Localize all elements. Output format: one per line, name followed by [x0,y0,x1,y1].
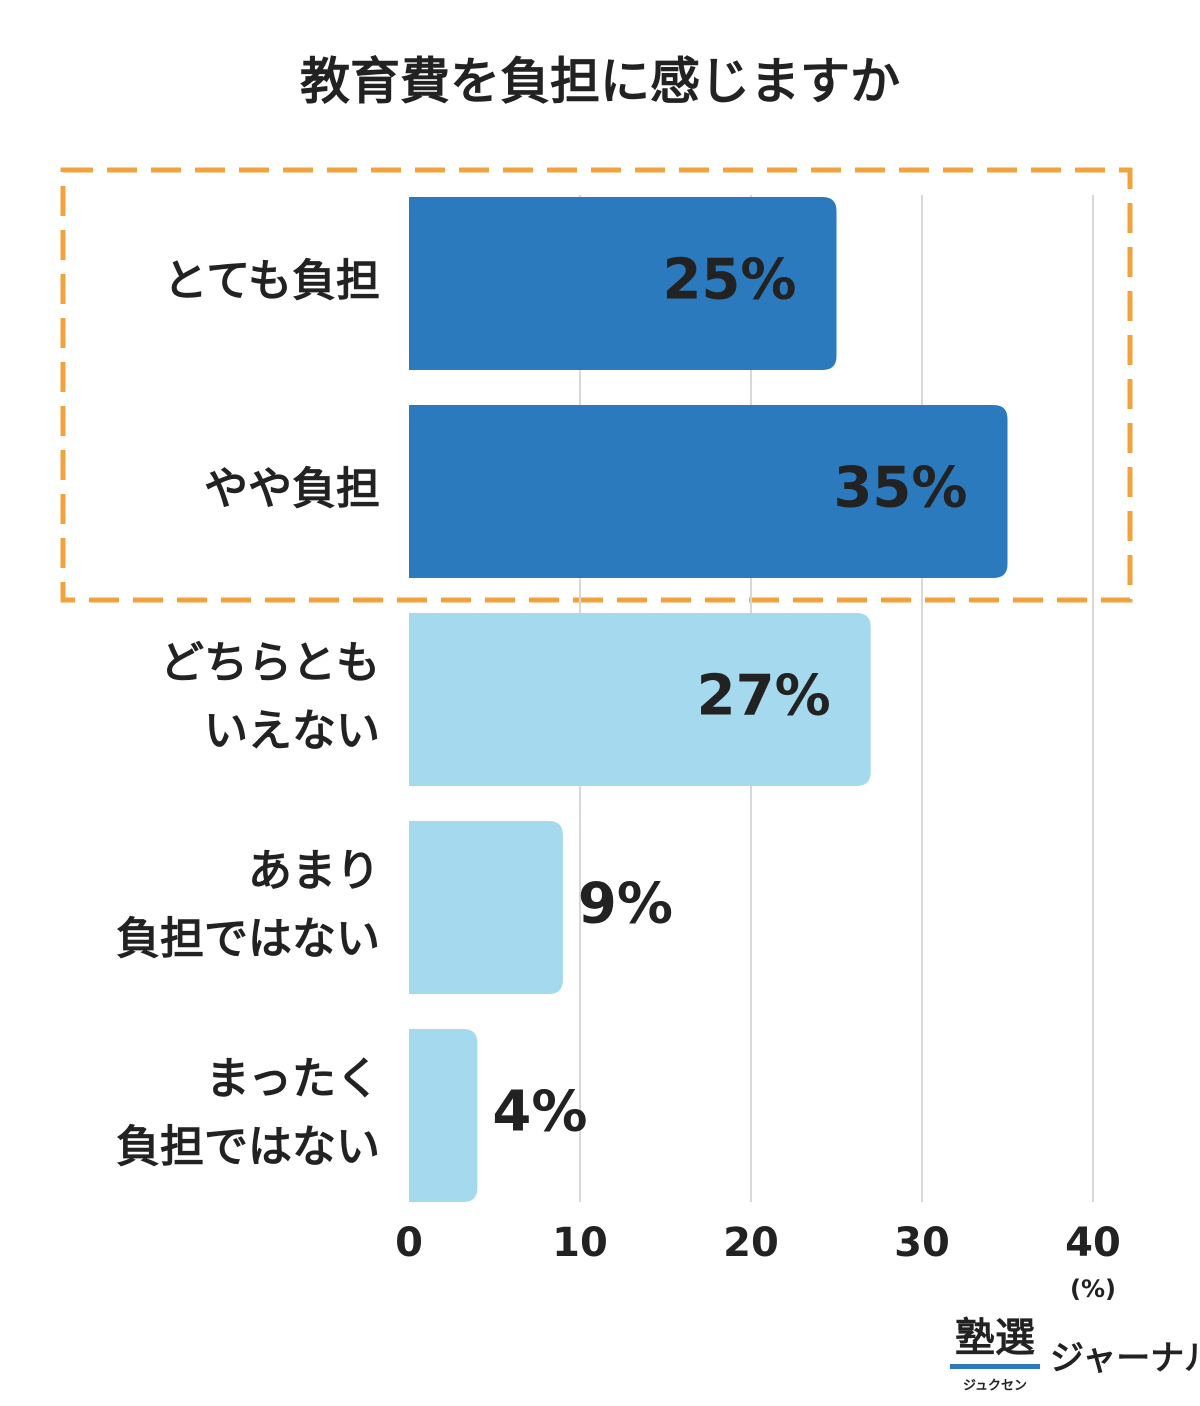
value-label: 35% [833,456,967,521]
value-label: 27% [697,664,831,729]
x-tick-label: 10 [552,1220,608,1266]
bar [409,1029,478,1202]
x-tick-label: 20 [723,1220,779,1266]
category-label: まったく [206,1054,380,1105]
logo: 塾選 ジュクセン ジャーナル [950,1315,1200,1394]
bar [409,197,837,370]
x-tick-label: 0 [395,1220,423,1266]
category-label: いえない [204,706,380,757]
x-unit: (%) [1070,1275,1116,1303]
category-label: とても負担 [164,256,380,307]
category-label: やや負担 [204,464,380,515]
highlight-box [60,167,1133,603]
value-label: 9% [578,872,673,937]
bar [409,613,871,786]
x-tick-label: 40 [1065,1220,1121,1266]
x-tick-label: 30 [894,1220,950,1266]
value-label: 4% [492,1080,587,1145]
chart-title: 教育費を負担に感じますか [300,53,900,111]
category-label: あまり [248,846,380,897]
logo-sub: ジャーナル [1050,1339,1200,1379]
bar [409,821,563,994]
value-label: 25% [662,248,796,313]
category-label: 負担ではない [116,1122,380,1173]
logo-underline [950,1364,1040,1369]
category-label: どちらとも [160,638,380,689]
logo-ruby: ジュクセン [963,1379,1027,1394]
logo-main: 塾選 [955,1315,1035,1361]
category-label: 負担ではない [116,914,380,965]
bar [409,405,1008,578]
